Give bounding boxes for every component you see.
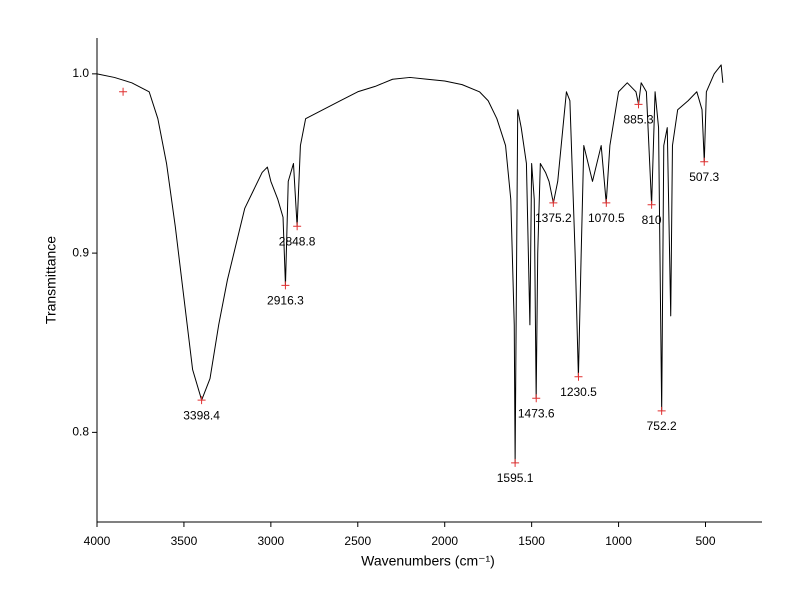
peak-marker — [574, 372, 583, 381]
x-tick-label: 4000 — [84, 534, 111, 548]
peak-marker — [511, 458, 520, 467]
peak-label: 3398.4 — [183, 408, 220, 422]
peak-marker — [293, 222, 302, 231]
peak-marker — [281, 281, 290, 290]
peak-label: 507.3 — [689, 170, 719, 184]
x-tick-label: 1000 — [605, 534, 632, 548]
x-tick-label: 2000 — [431, 534, 458, 548]
peak-label: 1070.5 — [588, 211, 625, 225]
y-axis-title: Transmittance — [43, 236, 59, 324]
x-axis-title: Wavenumbers (cm⁻¹) — [361, 553, 495, 569]
peak-label: 2916.3 — [267, 294, 304, 308]
peak-marker — [532, 394, 541, 403]
peak-marker — [602, 198, 611, 207]
peak-marker — [119, 87, 128, 96]
peak-label: 1473.6 — [518, 406, 555, 420]
x-tick-label: 1500 — [518, 534, 545, 548]
peak-label: 2848.8 — [279, 234, 316, 248]
y-tick-label: 0.8 — [72, 425, 89, 439]
x-tick-label: 3000 — [258, 534, 285, 548]
peak-marker — [549, 198, 558, 207]
peak-label: 1375.2 — [535, 211, 572, 225]
peak-marker — [657, 406, 666, 415]
peak-marker — [647, 200, 656, 209]
peak-label: 752.2 — [647, 419, 677, 433]
peak-marker — [634, 100, 643, 109]
peak-label: 810 — [642, 213, 662, 227]
peak-label: 885.3 — [623, 112, 653, 126]
x-tick-label: 3500 — [171, 534, 198, 548]
x-tick-label: 500 — [695, 534, 715, 548]
y-tick-label: 1.0 — [72, 66, 89, 80]
spectrum-line — [96, 64, 724, 464]
peak-marker — [700, 157, 709, 166]
peak-marker — [197, 396, 206, 405]
x-tick-label: 2500 — [344, 534, 371, 548]
y-tick-label: 0.9 — [72, 245, 89, 259]
peak-label: 1230.5 — [560, 385, 597, 399]
peak-label: 1595.1 — [497, 471, 534, 485]
